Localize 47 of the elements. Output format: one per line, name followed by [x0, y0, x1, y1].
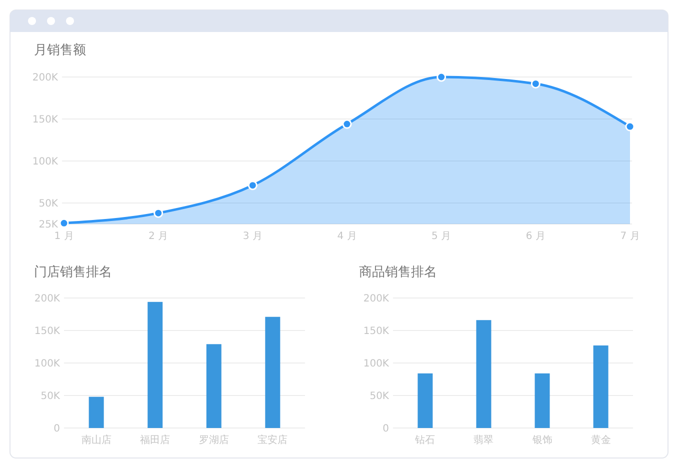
x-tick-label: 翡翠 — [474, 434, 494, 446]
y-tick-label: 200K — [32, 72, 58, 84]
x-tick-label: 罗湖店 — [198, 434, 229, 446]
x-tick-label: 南山店 — [81, 434, 112, 446]
x-tick-label: 宝安店 — [258, 434, 288, 446]
y-tick-label: 150K — [32, 114, 58, 126]
x-tick-label: 2 月 — [148, 231, 168, 242]
y-tick-label: 100K — [32, 156, 58, 168]
chart-title: 月销售额 — [34, 43, 86, 58]
bar — [476, 320, 492, 428]
y-tick-label: 200K — [34, 294, 60, 304]
point — [59, 218, 69, 228]
point — [248, 180, 258, 190]
point — [625, 122, 635, 132]
bar — [88, 396, 104, 428]
x-tick-label: 4 月 — [337, 231, 357, 242]
x-tick-label: 5 月 — [432, 231, 452, 242]
y-tick-label: 0 — [54, 424, 60, 434]
y-tick-label: 150K — [363, 326, 390, 337]
point — [436, 72, 446, 82]
bar — [206, 344, 222, 428]
x-tick-label: 7 月 — [620, 231, 640, 242]
x-tick-label: 银饰 — [531, 434, 552, 446]
bar — [148, 302, 163, 428]
bar — [418, 373, 433, 428]
y-tick-label: 25K — [38, 220, 58, 230]
y-tick-label: 0 — [382, 424, 389, 434]
y-tick-label: 50K — [40, 391, 60, 402]
y-tick-label: 150K — [34, 326, 60, 337]
x-tick-label: 1 月 — [54, 231, 74, 242]
x-tick-label: 福田店 — [140, 434, 170, 446]
y-tick-label: 50K — [38, 198, 58, 210]
x-tick-label: 钻石 — [414, 435, 436, 446]
y-tick-label: 100K — [34, 358, 60, 370]
bar — [534, 373, 550, 428]
x-tick-label: 3 月 — [242, 231, 262, 242]
y-tick-label: 50K — [370, 391, 390, 402]
point — [342, 119, 352, 129]
x-tick-label: 6 月 — [526, 231, 546, 242]
point — [154, 208, 164, 218]
chart-title: 门店销售排名 — [34, 264, 112, 280]
chart-title: 商品销售排名 — [359, 265, 437, 280]
y-tick-label: 200K — [363, 294, 390, 304]
bar — [593, 345, 608, 428]
bar — [265, 316, 280, 428]
y-tick-label: 100K — [363, 358, 390, 370]
x-tick-label: 黄金 — [590, 434, 611, 446]
